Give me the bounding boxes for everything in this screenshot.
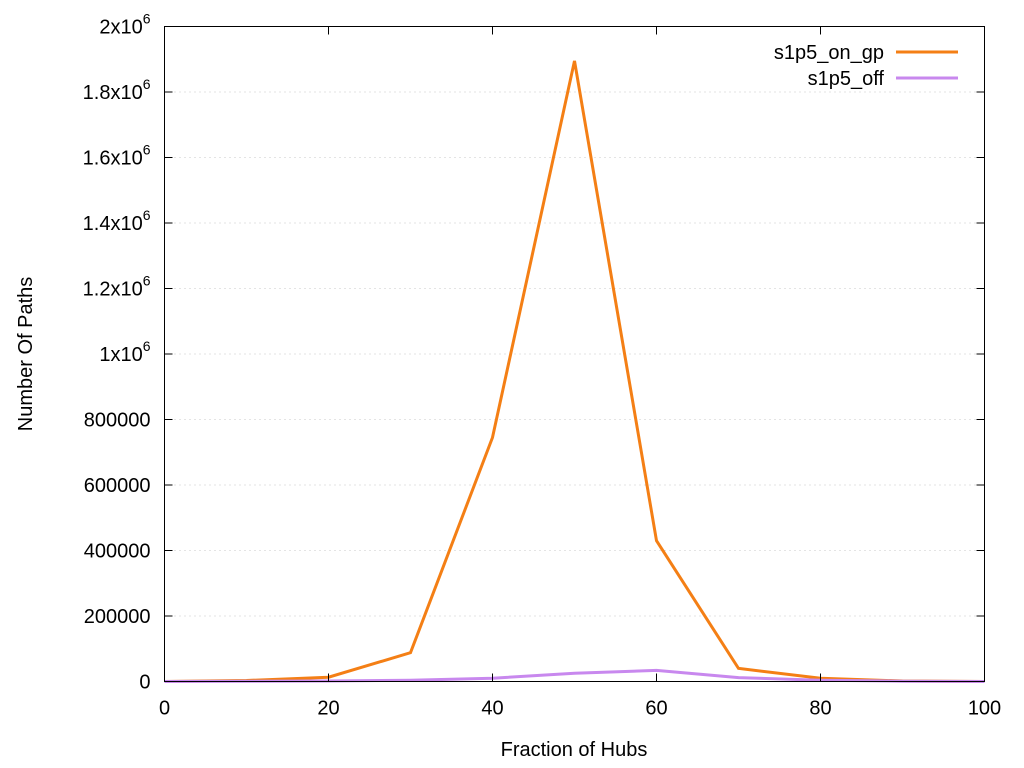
y-tick-label: 200000 — [84, 606, 151, 628]
y-tick-label-base: 1.6x10 — [83, 148, 143, 170]
x-tick-label: 60 — [645, 698, 667, 720]
y-tick-label: 800000 — [84, 410, 151, 432]
y-tick-label-base: 400000 — [84, 541, 151, 563]
legend-label: s1p5_on_gp — [774, 42, 884, 64]
series-lines — [164, 60, 985, 683]
y-tick-label: 600000 — [84, 475, 151, 497]
y-tick-label-exponent: 6 — [143, 76, 151, 92]
y-axis-label: Number Of Paths — [15, 277, 37, 432]
y-tick-label-exponent: 6 — [143, 273, 151, 289]
y-tick-label: 1x106 — [99, 338, 150, 366]
y-tick-labels: 02000004000006000008000001x1061.2x1061.4… — [83, 11, 151, 694]
y-tick-label-exponent: 6 — [143, 338, 151, 354]
y-tick-label-base: 200000 — [84, 606, 151, 628]
x-tick-label: 40 — [481, 698, 503, 720]
y-tick-label-exponent: 6 — [143, 11, 151, 27]
x-tick-label: 80 — [809, 698, 831, 720]
x-tick-label: 0 — [159, 698, 170, 720]
legend-label: s1p5_off — [808, 68, 885, 90]
legend: s1p5_on_gp s1p5_off — [774, 42, 958, 90]
y-tick-label-exponent: 6 — [143, 142, 151, 158]
grid-lines — [164, 91, 985, 617]
x-axis-label: Fraction of Hubs — [501, 739, 648, 761]
series-line-s1p5_off — [164, 668, 985, 683]
y-tick-label-base: 0 — [139, 672, 150, 694]
y-tick-label: 1.6x106 — [83, 142, 151, 170]
y-tick-label: 1.8x106 — [83, 76, 151, 104]
y-tick-label: 400000 — [84, 541, 151, 563]
y-tick-label-base: 600000 — [84, 475, 151, 497]
y-tick-label-base: 800000 — [84, 410, 151, 432]
x-tick-label: 100 — [968, 698, 1001, 720]
y-tick-label-base: 1.8x10 — [83, 82, 143, 104]
y-tick-label-exponent: 6 — [143, 207, 151, 223]
y-tick-label: 2x106 — [99, 11, 150, 39]
series-line-s1p5_on_gp — [164, 60, 985, 683]
y-tick-label-base: 1.4x10 — [83, 213, 143, 235]
y-tick-label: 1.2x106 — [83, 273, 151, 301]
y-tick-label-base: 1.2x10 — [83, 279, 143, 301]
y-tick-label-base: 1x10 — [99, 344, 142, 366]
y-tick-label-base: 2x10 — [99, 17, 142, 39]
y-tick-label: 1.4x106 — [83, 207, 151, 235]
axis-ticks — [164, 26, 985, 682]
x-tick-labels: 0 20 40 60 80 100 — [159, 698, 1001, 720]
y-tick-label: 0 — [139, 672, 150, 694]
x-tick-label: 20 — [317, 698, 339, 720]
